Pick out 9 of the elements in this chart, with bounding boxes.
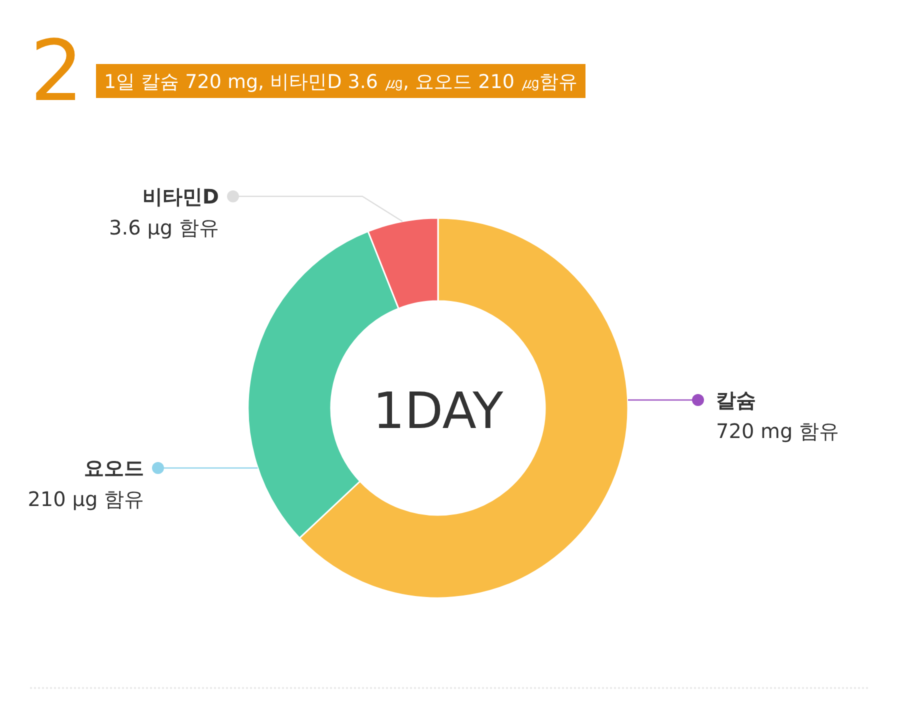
chart-subtitle: 1일 칼슘 720 mg, 비타민D 3.6 ㎍, 요오드 210 ㎍함유 [104, 71, 578, 93]
text: 210 μg 함유 [28, 487, 144, 511]
slice-label: 칼슘 [716, 388, 756, 412]
text: 1DAY [372, 382, 504, 440]
slice-label: 요오드 [84, 456, 144, 480]
chart-title: 2 [30, 22, 84, 120]
slice-label: 비타민D [142, 184, 219, 208]
text: 720 mg 함유 [716, 419, 840, 443]
text: 3.6 μg 함유 [109, 215, 219, 240]
